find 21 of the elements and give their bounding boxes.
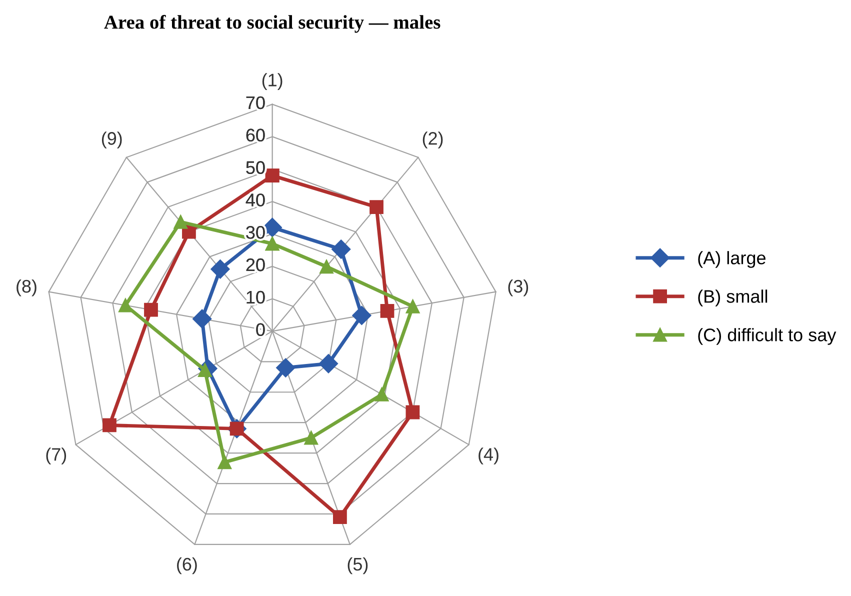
y-tick-label: 70 bbox=[246, 96, 265, 110]
spoke-label: (9) bbox=[102, 132, 122, 148]
spoke-label: (8) bbox=[16, 279, 36, 296]
y-tick-label: 10 bbox=[246, 290, 265, 304]
legend-label: (C) difficult to say bbox=[698, 328, 836, 345]
spoke-label: (1) bbox=[262, 73, 282, 90]
y-tick-label: 0 bbox=[256, 323, 265, 336]
chart-title: Area of threat to social security — males bbox=[104, 14, 440, 33]
spoke-label: (2) bbox=[422, 132, 443, 148]
legend-label: (A) large bbox=[698, 251, 766, 268]
spoke-label: (4) bbox=[478, 448, 498, 464]
y-tick-label: 20 bbox=[246, 258, 265, 272]
y-tick-label: 50 bbox=[246, 161, 265, 174]
y-tick-label: 30 bbox=[246, 226, 265, 239]
spoke-label: (3) bbox=[508, 279, 528, 296]
spoke-label: (6) bbox=[177, 557, 197, 574]
spoke-label: (5) bbox=[348, 557, 368, 574]
legend-label: (B) small bbox=[698, 290, 768, 306]
y-tick-label: 60 bbox=[246, 128, 265, 142]
spoke-label: (7) bbox=[46, 448, 66, 464]
y-tick-label: 40 bbox=[246, 194, 265, 206]
